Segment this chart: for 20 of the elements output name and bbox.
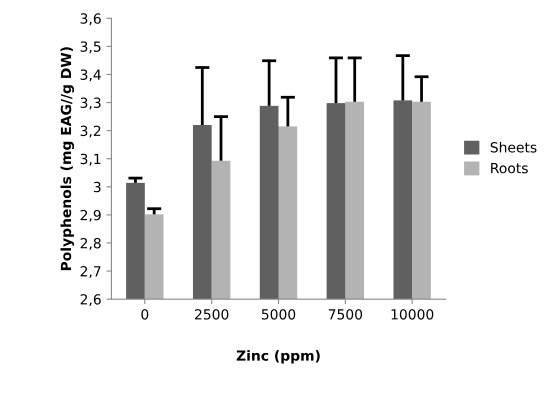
legend-label: Sheets [490,142,536,153]
y-tick-label: 3,5 [80,41,100,54]
x-tick-label: 5000 [262,309,296,320]
y-tick-label: 2,9 [80,210,101,222]
y-tick-label: 3,6 [80,13,101,26]
x-tick-label: 2500 [195,309,228,320]
x-tick-label: 7500 [328,309,362,320]
y-tick-label: 2,8 [80,238,101,250]
x-tick-label: 0 [141,309,148,320]
y-tick-label: 3,4 [80,69,101,82]
x-tick-label: 10000 [392,309,434,320]
y-tick-label: 2,7 [80,266,100,278]
legend-label: Roots [491,163,528,174]
y-tick-label: 3 [94,182,101,192]
y-tick-label: 3,2 [80,126,100,138]
y-axis-title: Polyphenols (mg EAG//g DW) [60,47,74,270]
x-axis-title: Zinc (ppm) [236,350,320,364]
y-tick-label: 3,3 [80,98,101,110]
y-tick-label: 3,1 [80,154,100,166]
y-tick-label: 2,6 [80,294,101,306]
